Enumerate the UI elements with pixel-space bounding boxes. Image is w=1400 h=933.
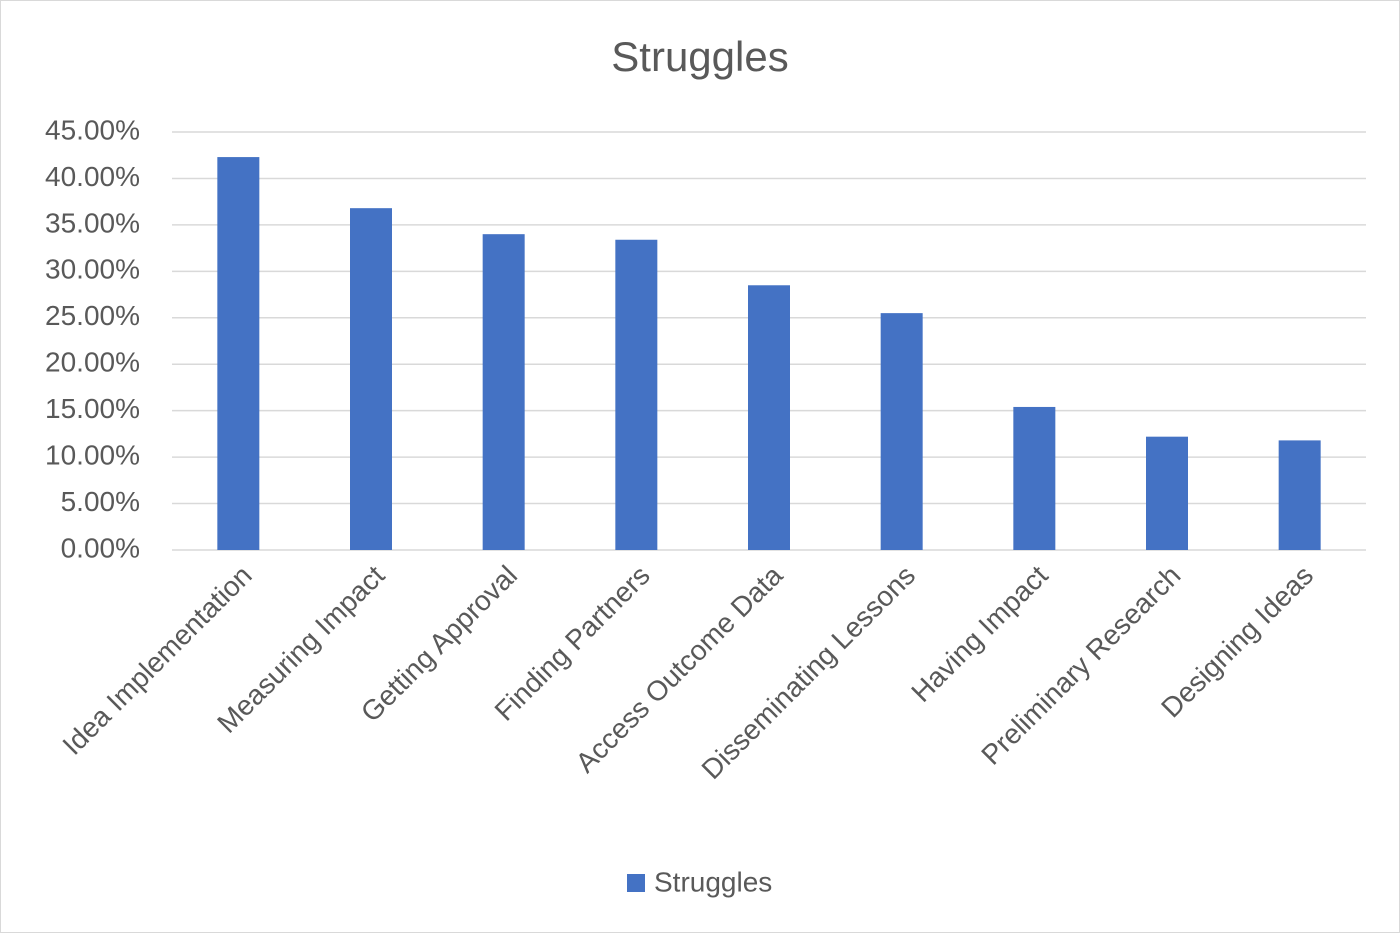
y-tick-label: 10.00% (45, 440, 140, 471)
y-tick-label: 5.00% (61, 486, 140, 517)
chart-title: Struggles (611, 33, 788, 80)
bar (1146, 436, 1188, 550)
bar (482, 234, 525, 550)
bar (748, 285, 790, 550)
bar (350, 208, 392, 550)
y-tick-label: 30.00% (45, 254, 140, 285)
y-tick-label: 45.00% (45, 114, 140, 145)
bar (1278, 440, 1321, 550)
y-tick-label: 40.00% (45, 161, 140, 192)
bar (880, 313, 923, 550)
y-tick-label: 35.00% (45, 207, 140, 238)
bar (217, 157, 260, 550)
bar (615, 239, 658, 551)
bar (1013, 406, 1056, 550)
legend-swatch (627, 874, 645, 892)
y-tick-label: 20.00% (45, 347, 140, 378)
legend-label: Struggles (654, 866, 772, 897)
y-tick-label: 25.00% (45, 300, 140, 331)
y-tick-label: 0.00% (61, 532, 140, 563)
y-tick-label: 15.00% (45, 393, 140, 424)
